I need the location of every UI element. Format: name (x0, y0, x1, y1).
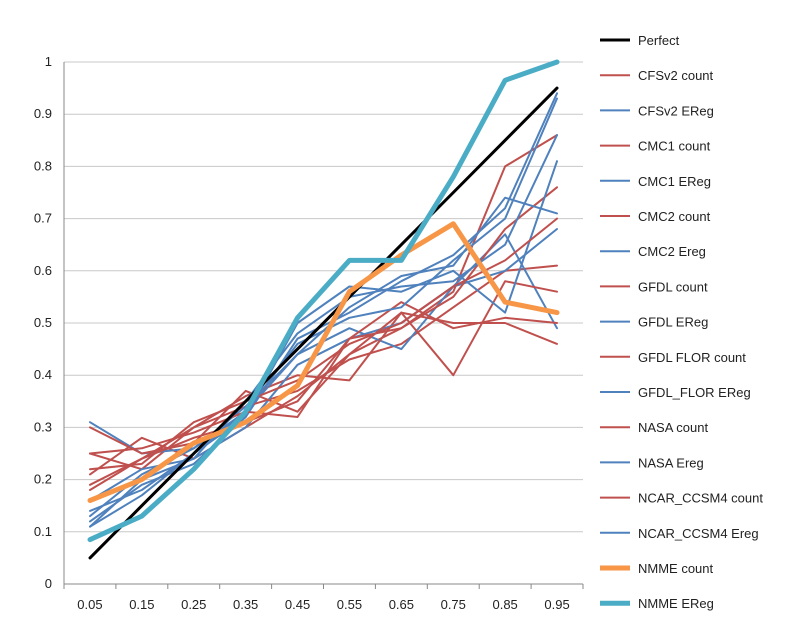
legend-label-gfdl-count: GFDL count (638, 279, 708, 294)
series-line-perfect (88, 86, 559, 560)
series-lines (87, 59, 560, 560)
y-tick-label: 0.5 (34, 315, 52, 330)
x-tick-label: 0.75 (441, 597, 466, 612)
legend-label-cfsv2-count: CFSv2 count (638, 68, 714, 83)
y-axis: 0 0.1 0.2 0.3 0.4 0.5 0.6 0.7 0.8 0.9 1 (34, 54, 65, 591)
x-tick-label: 0.45 (285, 597, 310, 612)
legend-label-gfdl-flor-ereg: GFDL_FLOR EReg (638, 385, 751, 400)
legend-label-cmc2-count: CMC2 count (638, 209, 711, 224)
y-tick-label: 0.3 (34, 419, 52, 434)
x-tick-label: 0.35 (233, 597, 258, 612)
legend-label-cmc2-ereg: CMC2 Ereg (638, 244, 706, 259)
x-tick-label: 0.15 (129, 597, 154, 612)
series-line-ncar-ccsm4-count (89, 217, 558, 471)
legend: Perfect CFSv2 count CFSv2 EReg CMC1 count CM… (600, 33, 763, 611)
grid (64, 61, 583, 533)
legend-label-cfsv2-ereg: CFSv2 EReg (638, 103, 714, 118)
legend-label-ncar-ccsm4-count: NCAR_CCSM4 count (638, 491, 763, 506)
series-line-cmc2-ereg (89, 228, 558, 528)
y-tick-label: 0.8 (34, 158, 52, 173)
legend-label-nasa-count: NASA count (638, 420, 708, 435)
legend-label-nmme-ereg: NMME EReg (638, 596, 714, 611)
legend-label-nmme-count: NMME count (638, 561, 714, 576)
legend-label-nasa-ereg: NASA Ereg (638, 455, 704, 470)
y-tick-label: 0.2 (34, 472, 52, 487)
x-axis: 0.05 0.15 0.25 0.35 0.45 0.55 0.65 0.75 0.85 0.95 (63, 583, 584, 612)
y-tick-label: 0.9 (34, 106, 52, 121)
y-tick-label: 0.4 (34, 367, 52, 382)
y-tick-label: 0.6 (34, 263, 52, 278)
series-line-nmme-ereg (87, 59, 560, 543)
series-line-ncar-ccsm4-ereg (89, 97, 558, 528)
y-tick-label: 1 (45, 54, 52, 69)
y-tick-label: 0.1 (34, 524, 52, 539)
legend-label-gfdl-ereg: GFDL EReg (638, 315, 708, 330)
x-tick-label: 0.65 (389, 597, 414, 612)
x-tick-label: 0.85 (492, 597, 517, 612)
x-tick-label: 0.25 (181, 597, 206, 612)
x-tick-label: 0.55 (337, 597, 362, 612)
legend-label-cmc1-ereg: CMC1 EReg (638, 174, 711, 189)
series-line-nmme-count (87, 221, 560, 503)
series-line-nasa-count (89, 301, 558, 455)
x-tick-label: 0.95 (544, 597, 569, 612)
x-tick-label: 0.05 (77, 597, 102, 612)
legend-label-cmc1-count: CMC1 count (638, 139, 711, 154)
legend-label-gfdl-flor-count: GFDL FLOR count (638, 350, 746, 365)
y-tick-label: 0 (45, 576, 52, 591)
legend-label-ncar-ccsm4-ereg: NCAR_CCSM4 Ereg (638, 526, 759, 541)
legend-label-perfect: Perfect (638, 33, 680, 48)
y-tick-label: 0.7 (34, 211, 52, 226)
